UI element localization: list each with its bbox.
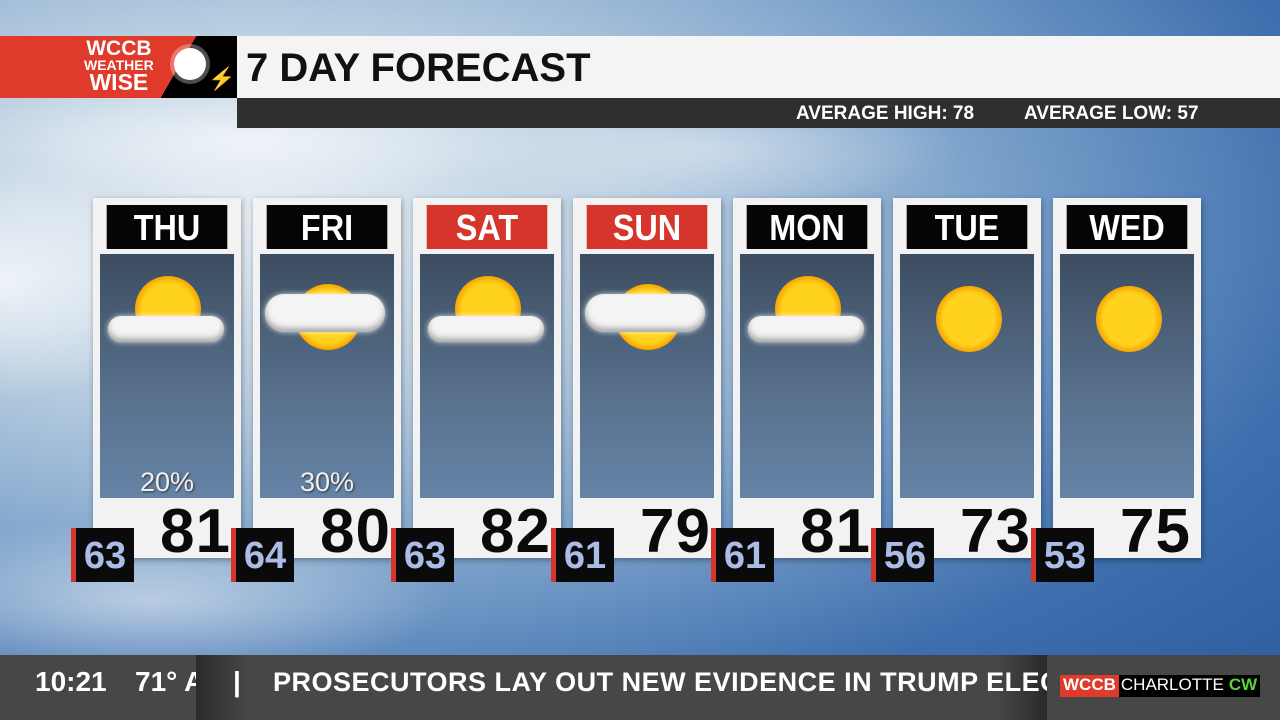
low-temp: 61 (551, 528, 614, 582)
sunny-icon (1096, 286, 1162, 352)
sunny-icon (936, 286, 1002, 352)
brand-wccb: WCCB (1060, 675, 1119, 697)
brand-cw: CW (1225, 675, 1261, 697)
forecast-card-tue: TUE 73 (893, 198, 1041, 566)
day-label: SAT (426, 205, 548, 249)
low-temp: 63 (391, 528, 454, 582)
wccb-weather-wise-logo: WCCB WEATHER WISE ⚡ (0, 36, 237, 98)
precip-chance: 30% (299, 467, 355, 497)
day-label: THU (106, 205, 228, 249)
separator: | (233, 666, 241, 697)
low-temp: 64 (231, 528, 294, 582)
forecast-card-thu: THU 20% 81 (93, 198, 241, 566)
weather-icon-panel: 20% (100, 254, 234, 498)
forecast-card-mon: MON 81 (733, 198, 881, 566)
forecast-card-fri: FRI 30% 80 (253, 198, 401, 566)
forecast-card-sat: SAT 82 (413, 198, 561, 566)
logo-text: WEATHER (84, 56, 154, 73)
high-temp: 81 (800, 497, 871, 566)
clock: 10:21 (35, 666, 107, 697)
day-label: SUN (586, 205, 708, 249)
page-title: 7 DAY FORECAST (246, 46, 591, 90)
weather-icon-panel (740, 254, 874, 498)
low-temp: 63 (71, 528, 134, 582)
precip-chance: 20% (139, 467, 195, 497)
weather-icon-panel (580, 254, 714, 498)
high-temp: 82 (480, 497, 551, 566)
high-temp: 75 (1120, 497, 1191, 566)
weather-icon-panel (420, 254, 554, 498)
low-temp: 61 (711, 528, 774, 582)
day-label: FRI (266, 205, 388, 249)
station-logo: WCCB CHARLOTTE CW (1060, 675, 1261, 697)
day-label: WED (1066, 205, 1188, 249)
averages-bar: AVERAGE HIGH: 78 AVERAGE LOW: 57 (237, 98, 1280, 128)
forecast-card-wed: WED 75 (1053, 198, 1201, 566)
current-temp: 71° A (135, 666, 205, 697)
high-temp: 73 (960, 497, 1031, 566)
weather-icon-panel (1060, 254, 1194, 498)
news-ticker: 10:21 71° A PROSECUTORS LAY OUT NEW EVID… (0, 655, 1280, 720)
average-low: AVERAGE LOW: 57 (1024, 103, 1199, 124)
forecast-card-sun: SUN 79 (573, 198, 721, 566)
day-label: TUE (906, 205, 1028, 249)
headline-crawl: PROSECUTORS LAY OUT NEW EVIDENCE IN TRUM… (196, 655, 1047, 720)
low-temp: 53 (1031, 528, 1094, 582)
day-label: MON (746, 205, 868, 249)
high-temp: 79 (640, 497, 711, 566)
sun-icon (174, 48, 206, 80)
high-temp: 80 (320, 497, 391, 566)
title-bar: 7 DAY FORECAST (237, 36, 1280, 98)
lightning-icon: ⚡ (208, 66, 236, 91)
low-temp: 56 (871, 528, 934, 582)
headline: PROSECUTORS LAY OUT NEW EVIDENCE IN TRUM… (273, 667, 1047, 697)
logo-text: WCCB (86, 37, 152, 60)
weather-icon-panel (900, 254, 1034, 498)
weather-icon-panel: 30% (260, 254, 394, 498)
average-high: AVERAGE HIGH: 78 (796, 103, 975, 124)
high-temp: 81 (160, 497, 231, 566)
brand-city: CHARLOTTE (1118, 675, 1226, 697)
logo-text: WISE (89, 69, 149, 96)
